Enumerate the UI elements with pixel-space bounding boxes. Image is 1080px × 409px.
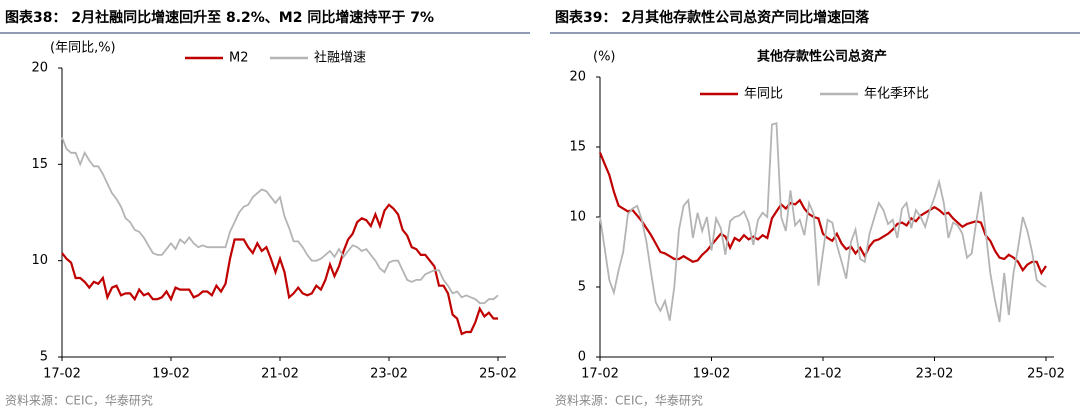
y-tick-label: 5 (40, 350, 48, 365)
series-line (598, 152, 1047, 276)
y-tick-label: 10 (31, 253, 48, 268)
y-tick-label: 20 (31, 61, 48, 76)
series-line (599, 122, 1047, 323)
x-tick-label: 23-02 (370, 367, 408, 382)
chart-subtitle: 其他存款性公司总资产 (757, 49, 887, 65)
y-tick-label: 15 (569, 140, 586, 155)
chart-title: 图表38： 2月社融同比增速回升至 8.2%、M2 同比增速持平于 7% (5, 9, 434, 26)
x-tick-label: 23-02 (916, 367, 954, 382)
y-axis-label: (%) (593, 50, 616, 65)
x-tick-label: 17-02 (581, 367, 619, 382)
x-tick-label: 21-02 (804, 367, 842, 382)
legend-label: 社融增速 (314, 50, 366, 66)
x-tick-label: 19-02 (152, 367, 190, 382)
y-tick-label: 5 (578, 280, 586, 295)
y-tick-label: 0 (578, 350, 586, 365)
y-tick-label: 10 (569, 210, 586, 225)
y-tick-label: 15 (31, 157, 48, 172)
series-line (61, 203, 498, 336)
source-note: 资料来源：CEIC，华泰研究 (5, 393, 153, 408)
legend-label: 年同比 (744, 87, 783, 102)
legend-label: 年化季环比 (864, 87, 929, 102)
x-tick-label: 17-02 (43, 367, 81, 382)
legend-label: M2 (229, 51, 249, 66)
x-tick-label: 25-02 (1027, 367, 1065, 382)
chart-title: 图表39： 2月其他存款性公司总资产同比增速回落 (555, 9, 870, 26)
y-axis-label: (年同比,%) (50, 41, 116, 56)
x-tick-label: 25-02 (479, 367, 517, 382)
y-tick-label: 20 (569, 70, 586, 85)
source-note: 资料来源：CEIC，华泰研究 (555, 393, 703, 408)
x-tick-label: 21-02 (261, 367, 299, 382)
series-line (61, 137, 499, 304)
x-tick-label: 19-02 (693, 367, 731, 382)
